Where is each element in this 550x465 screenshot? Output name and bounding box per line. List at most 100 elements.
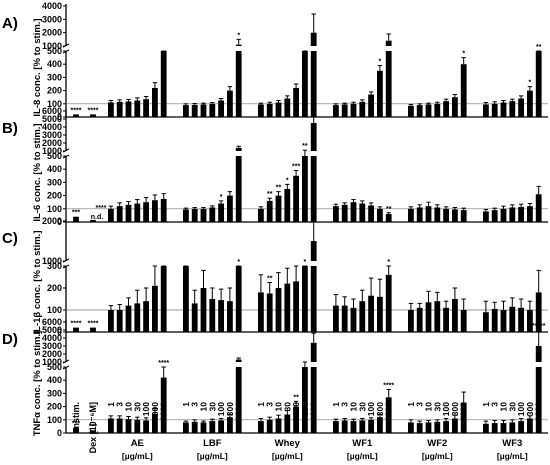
x-tick-label: 30: [432, 402, 442, 412]
group-unit-label: [µg/mL]: [197, 451, 228, 461]
bar: [425, 104, 432, 117]
bar: [310, 241, 317, 332]
bar: [452, 97, 458, 117]
bar: [527, 310, 533, 332]
bar-break-gap: [384, 46, 393, 51]
group-name-label: AE: [131, 438, 144, 449]
group-name-label: WF2: [427, 438, 447, 449]
bar: [183, 422, 189, 433]
bar: [235, 359, 242, 433]
y-tick-label: 2000: [42, 138, 62, 148]
x-tick-label: 1000: [459, 402, 469, 421]
bar: [125, 305, 132, 332]
x-tick-label: 3: [265, 402, 275, 407]
bar: [116, 206, 123, 222]
bar: [160, 266, 167, 332]
x-tick-label: 100: [441, 402, 451, 416]
bar: [368, 419, 374, 433]
bar: [125, 101, 132, 117]
bar: [218, 300, 224, 332]
bar: [535, 51, 542, 117]
bar: [359, 203, 366, 222]
bar: [143, 420, 149, 433]
significance-label: ***: [72, 421, 80, 428]
significance-label: *: [529, 80, 532, 87]
significance-label: **: [386, 206, 392, 213]
x-tick-label: 1: [106, 402, 116, 407]
y-tick-label: 6000: [42, 106, 62, 116]
bar: [90, 220, 96, 222]
bar: [266, 419, 273, 433]
significance-label: *: [220, 194, 223, 201]
y-tick-label: 300: [47, 261, 62, 271]
significance-label: *: [387, 259, 390, 266]
significance-label: **: [302, 143, 308, 150]
x-tick-label: 1: [406, 402, 416, 407]
bar: [368, 94, 374, 117]
bar-break-gap: [309, 261, 318, 266]
bar: [333, 206, 339, 222]
y-tick-label: 500: [47, 151, 62, 161]
bar: [425, 422, 432, 433]
bar: [452, 418, 458, 433]
x-tick-label: 3: [490, 402, 500, 407]
bar: [385, 274, 392, 332]
y-tick-label: 4000: [42, 1, 62, 11]
y-tick-label: 2000: [42, 28, 62, 38]
bar: [385, 214, 392, 222]
bar: [258, 421, 264, 433]
bar: [200, 104, 207, 117]
x-tick-label: 100: [291, 402, 301, 416]
y-tick-label: 0: [57, 217, 62, 227]
bar: [434, 103, 441, 117]
bar: [152, 200, 158, 222]
bar: [350, 202, 357, 222]
bar: [73, 114, 79, 117]
bar: [209, 207, 216, 222]
bar: [408, 105, 414, 117]
y-tick-label: 1000: [42, 357, 62, 367]
bar-break-gap: [309, 46, 318, 51]
bar-break-gap: [309, 151, 318, 156]
x-tick-label: 10: [424, 402, 434, 412]
bar: [284, 283, 291, 332]
y-tick-label: 4000: [42, 333, 62, 343]
x-tick-label: 10: [199, 402, 209, 412]
x-tick-label: 10: [499, 402, 509, 412]
significance-label: *: [237, 259, 240, 266]
bar: [209, 299, 216, 332]
bar: [509, 306, 516, 332]
bar: [483, 104, 489, 117]
bar: [125, 204, 132, 222]
x-tick-label: 1: [481, 402, 491, 407]
bar: [377, 296, 383, 332]
x-tick-label: 30: [282, 402, 292, 412]
bar: [368, 295, 374, 332]
bar: [416, 423, 423, 433]
x-tick-label: 10: [274, 402, 284, 412]
x-tick-label: 1: [331, 402, 341, 407]
bar: [518, 98, 524, 117]
bar: [500, 102, 507, 117]
bar: [535, 194, 542, 222]
panel-letter: C): [2, 230, 18, 247]
significance-label: ****: [96, 205, 107, 212]
bar: [408, 310, 414, 332]
y-tick-label: 2000: [42, 216, 62, 226]
x-tick-label: 100: [516, 402, 526, 416]
y-tick-label: 500: [47, 362, 62, 372]
bar: [152, 285, 158, 332]
bar: [500, 423, 507, 433]
bar: [385, 40, 392, 117]
bar: [460, 64, 467, 117]
bar: [235, 44, 242, 117]
bar: [152, 413, 158, 433]
bar: [434, 421, 441, 433]
bar: [434, 207, 441, 222]
significance-label: **: [267, 276, 273, 283]
significance-label: **: [276, 185, 282, 192]
y-tick-label: 100: [47, 415, 62, 425]
bar: [302, 51, 308, 117]
y-tick-label: 100: [47, 204, 62, 214]
